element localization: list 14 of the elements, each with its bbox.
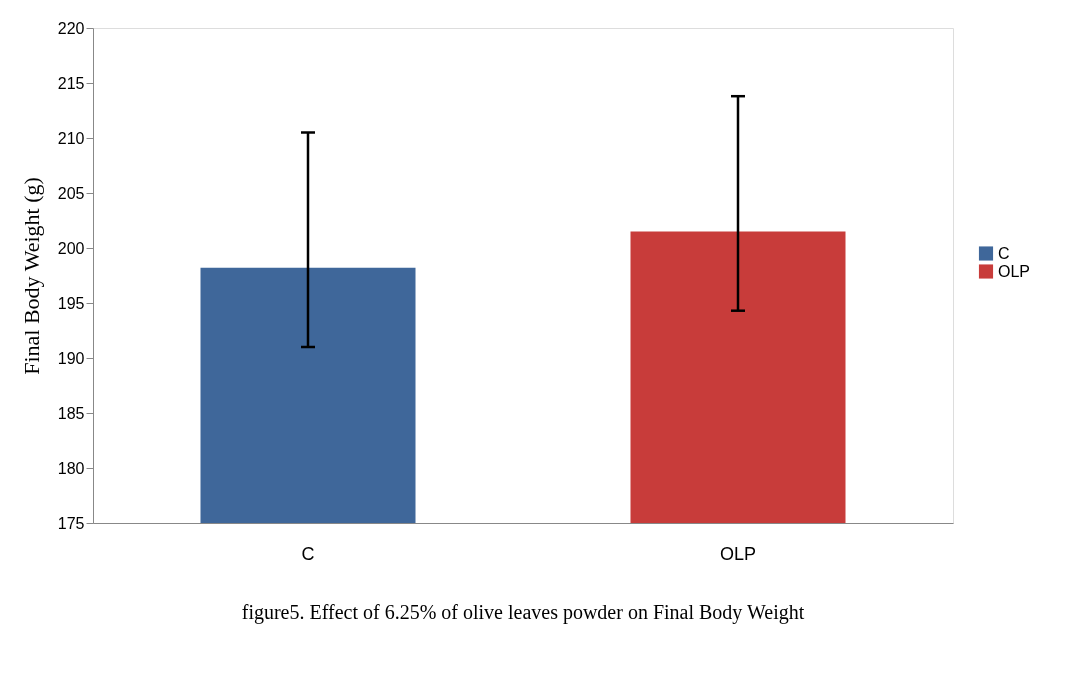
- y-tick-label: 200: [57, 239, 85, 257]
- y-tick-label: 190: [57, 349, 85, 367]
- text: figure5. Effect of 6.25% of olive leaves powder on Final Body Weight: [241, 601, 805, 624]
- legend-label: C: [998, 244, 1010, 262]
- y-tick-label: 180: [57, 459, 85, 477]
- y-tick-label: 220: [57, 19, 85, 37]
- y-tick-label: 185: [57, 404, 85, 422]
- y-tick-label: 195: [57, 294, 85, 312]
- y-tick-label: 210: [57, 129, 85, 147]
- y-axis-title: Final Body Weight (g): [18, 177, 44, 375]
- y-tick-label: 175: [57, 514, 85, 532]
- y-tick-label: 205: [57, 184, 85, 202]
- legend-label: OLP: [998, 262, 1031, 280]
- y-tick-label: 215: [57, 74, 85, 92]
